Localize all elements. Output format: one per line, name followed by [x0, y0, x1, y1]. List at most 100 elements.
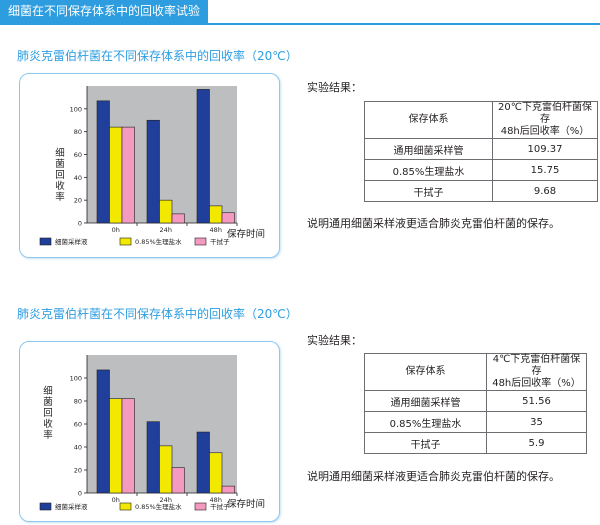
bar [221, 485, 235, 494]
x-tick-label: 24h [160, 226, 172, 234]
y-axis-label-char: 菌 [43, 396, 53, 408]
table-row: 干拭子 5.9 [364, 432, 587, 454]
table-cell-system: 干拭子 [364, 180, 493, 202]
y-tick-label: 100 [70, 105, 82, 113]
section-title: 肺炎克雷伯杆菌在不同保存体系中的回收率（20℃） [17, 307, 298, 321]
bar [209, 205, 223, 224]
table-header-rate-line2: 48h后回收率（%） [492, 378, 581, 389]
chart-panel-2: 0 20 40 60 80 100 细菌回收率 0h 24h 48h 保存时间 细菌采样液 0.85%生… [19, 341, 280, 522]
chart-panel-1: 0 20 40 60 80 100 细菌回收率 0h 24h 48h 保存时间 细菌采样液 0.85%生… [19, 73, 280, 258]
y-axis-label-char: 率 [43, 429, 53, 441]
bar [159, 445, 173, 494]
table-cell-system: 通用细菌采样管 [364, 390, 487, 412]
table-header-row: 保存体系 4℃下克雷伯杆菌保存 48h后回收率（%） [364, 353, 587, 391]
bar [221, 212, 235, 224]
legend-swatch [194, 237, 207, 246]
y-tick-label: 0 [78, 220, 82, 228]
table-row: 干拭子 9.68 [364, 180, 598, 202]
conclusion-text: 说明通用细菌采样液更适合肺炎克雷伯杆菌的保存。 [307, 470, 560, 483]
y-axis-label-char: 菌 [55, 158, 65, 170]
x-tick-label: 0h [112, 496, 120, 504]
x-tick-label: 48h [210, 226, 222, 234]
bar [196, 89, 210, 224]
table-cell-system: 0.85%生理盐水 [364, 159, 493, 181]
conclusion-text: 说明通用细菌采样液更适合肺炎克雷伯杆菌的保存。 [307, 217, 560, 230]
bar [96, 100, 110, 224]
bar [171, 467, 185, 494]
table-cell-rate: 15.75 [492, 159, 598, 181]
table-cell-rate: 9.68 [492, 180, 598, 202]
y-tick-label: 40 [74, 174, 82, 182]
legend-label: 干拭子 [210, 237, 230, 246]
table-cell-system: 0.85%生理盐水 [364, 411, 487, 433]
table-header-rate-line1: 20℃下克雷伯杆菌保存 [498, 102, 592, 125]
legend-label: 细菌采样液 [55, 237, 88, 246]
legend-swatch [194, 502, 207, 511]
y-axis-label-char: 细 [55, 147, 65, 159]
y-tick-label: 60 [74, 151, 82, 159]
table-cell-rate: 35 [486, 411, 587, 433]
table-header-system: 保存体系 [364, 101, 493, 139]
bar [159, 199, 173, 224]
table-row: 通用细菌采样管 109.37 [364, 138, 598, 160]
y-tick-label: 40 [74, 444, 82, 452]
results-table-2: 保存体系 4℃下克雷伯杆菌保存 48h后回收率（%） 通用细菌采样管 51.56 0… [364, 353, 587, 454]
y-tick-label: 0 [78, 490, 82, 498]
legend-label: 0.85%生理盐水 [135, 502, 182, 511]
x-tick-label: 24h [160, 496, 172, 504]
table-header-rate-line2: 48h后回收率（%） [500, 126, 590, 137]
y-tick-label: 60 [74, 421, 82, 429]
bar [121, 398, 135, 494]
bar [109, 126, 123, 224]
table-row: 0.85%生理盐水 35 [364, 411, 587, 433]
results-table-1: 保存体系 20℃下克雷伯杆菌保存 48h后回收率（%） 通用细菌采样管 109.37… [364, 101, 598, 202]
y-axis-label-char: 细 [43, 385, 53, 397]
legend-swatch [39, 502, 52, 511]
table-row: 通用细菌采样管 51.56 [364, 390, 587, 412]
y-tick-label: 20 [74, 467, 82, 475]
table-cell-rate: 51.56 [486, 390, 587, 412]
table-cell-system: 通用细菌采样管 [364, 138, 493, 160]
legend-label: 0.85%生理盐水 [135, 237, 182, 246]
y-tick-label: 100 [70, 375, 82, 383]
table-cell-system: 干拭子 [364, 432, 487, 454]
bar [96, 369, 110, 494]
table-header-row: 保存体系 20℃下克雷伯杆菌保存 48h后回收率（%） [364, 101, 598, 139]
bar [146, 119, 160, 224]
legend-label: 细菌采样液 [55, 502, 88, 511]
section-title: 肺炎克雷伯杆菌在不同保存体系中的回收率（20℃） [17, 49, 298, 63]
table-cell-rate: 5.9 [486, 432, 587, 454]
y-axis-label-char: 回 [43, 408, 53, 419]
y-tick-label: 80 [74, 398, 82, 406]
result-label: 实验结果： [307, 334, 362, 347]
table-cell-rate: 109.37 [492, 138, 598, 160]
page-title: 细菌在不同保存体系中的回收率试验 [0, 0, 208, 23]
header-bar: 细菌在不同保存体系中的回收率试验 [0, 0, 600, 30]
bar [109, 398, 123, 494]
legend-swatch [39, 237, 52, 246]
x-axis-label: 保存时间 [227, 228, 265, 240]
bar [209, 452, 223, 494]
bar [171, 213, 185, 224]
table-row: 0.85%生理盐水 15.75 [364, 159, 598, 181]
table-header-system: 保存体系 [364, 353, 487, 391]
x-axis-label: 保存时间 [227, 498, 265, 510]
y-tick-label: 80 [74, 128, 82, 136]
table-header-rate-line1: 4℃下克雷伯杆菌保存 [492, 354, 581, 377]
y-axis-label-char: 收 [43, 418, 53, 430]
x-tick-label: 48h [210, 496, 222, 504]
header-divider [0, 23, 600, 25]
legend-label: 干拭子 [210, 502, 230, 511]
result-label: 实验结果： [307, 81, 362, 94]
x-tick-label: 0h [112, 226, 120, 234]
bar [121, 126, 135, 224]
y-tick-label: 20 [74, 197, 82, 205]
legend-swatch [119, 502, 132, 511]
table-header-rate: 20℃下克雷伯杆菌保存 48h后回收率（%） [492, 101, 598, 139]
y-axis-label-char: 回 [55, 170, 65, 181]
y-axis-label-char: 率 [55, 191, 65, 203]
legend-swatch [119, 237, 132, 246]
bar [146, 421, 160, 494]
